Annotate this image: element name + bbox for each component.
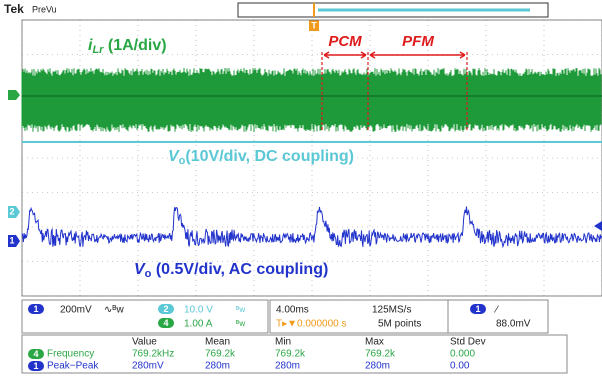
measurement-value: 0.000 — [450, 349, 475, 360]
measurement-value: 769.2k — [205, 349, 236, 360]
measurement-name: Frequency — [47, 349, 94, 360]
ch1-marker-label: 1 — [9, 235, 14, 245]
channel-id: 1 — [33, 361, 38, 371]
trigger-source: 1 — [475, 304, 480, 314]
ch1-coupling: ∿ᴮw — [104, 305, 125, 316]
measurement-value: 0.00 — [450, 361, 470, 372]
ch4-id: 4 — [163, 318, 168, 328]
ch2-scale: 10.0 V — [184, 305, 213, 316]
ilr-scale: (1A/div) — [103, 37, 166, 54]
trigger-level: 88.0mV — [496, 319, 531, 330]
ch4-scale: 1.00 A — [184, 319, 213, 330]
vo-ac-label: Vo (0.5V/div, AC coupling) — [134, 261, 328, 280]
measurement-value: 280m — [365, 361, 390, 372]
pfm-label: PFM — [402, 33, 434, 50]
ch1-id: 1 — [33, 304, 38, 314]
vo-ac-scale: (0.5V/div, AC coupling) — [151, 261, 328, 278]
measurement-header: Min — [275, 337, 291, 348]
mode: PreVu — [32, 4, 57, 14]
ch2-id: 2 — [163, 304, 168, 314]
sample-rate: 125MS/s — [372, 305, 411, 316]
measurement-name: Peak−Peak — [47, 361, 99, 372]
pcm-label: PCM — [328, 33, 362, 50]
measurement-value: 769.2k — [275, 349, 306, 360]
measurement-header: Max — [365, 337, 384, 348]
vo-dc-scale: (10V/div, DC coupling) — [185, 148, 354, 165]
scope-screen: Tek PreVu T 2 1 PCM PFM iLr (1A/div) Vo(… — [0, 0, 602, 378]
measurement-value: 769.2k — [365, 349, 396, 360]
vo-dc-label: Vo(10V/div, DC coupling) — [168, 148, 354, 167]
measurement-value: 280m — [205, 361, 230, 372]
measurement-value: 769.2kHz — [132, 349, 174, 360]
trigger-position: T▸▼0.000000 s — [276, 319, 347, 330]
measurement-header: Value — [132, 337, 157, 348]
ch1-scale: 200mV — [60, 305, 92, 316]
measurement-header: Mean — [205, 337, 230, 348]
ch4-bw: ᴮw — [236, 319, 245, 328]
channel-box — [22, 300, 268, 333]
timebase: 4.00ms — [276, 305, 309, 316]
ilr-label: iLr (1A/div) — [88, 37, 167, 56]
measurement-header: Std Dev — [450, 337, 486, 348]
ilr-sub: Lr — [92, 44, 104, 56]
mode-arrows — [324, 52, 465, 58]
ch1-offscreen — [594, 221, 602, 231]
ch2-bw: ᴮw — [236, 305, 245, 314]
ilr-wave — [22, 68, 601, 132]
ch4-marker — [8, 90, 20, 100]
brand: Tek — [4, 2, 24, 16]
measurement-value: 280mV — [132, 361, 164, 372]
record-length: 5M points — [378, 319, 421, 330]
ch2-marker-label: 2 — [9, 206, 14, 216]
channel-id: 4 — [33, 349, 38, 359]
measurement-value: 280m — [275, 361, 300, 372]
